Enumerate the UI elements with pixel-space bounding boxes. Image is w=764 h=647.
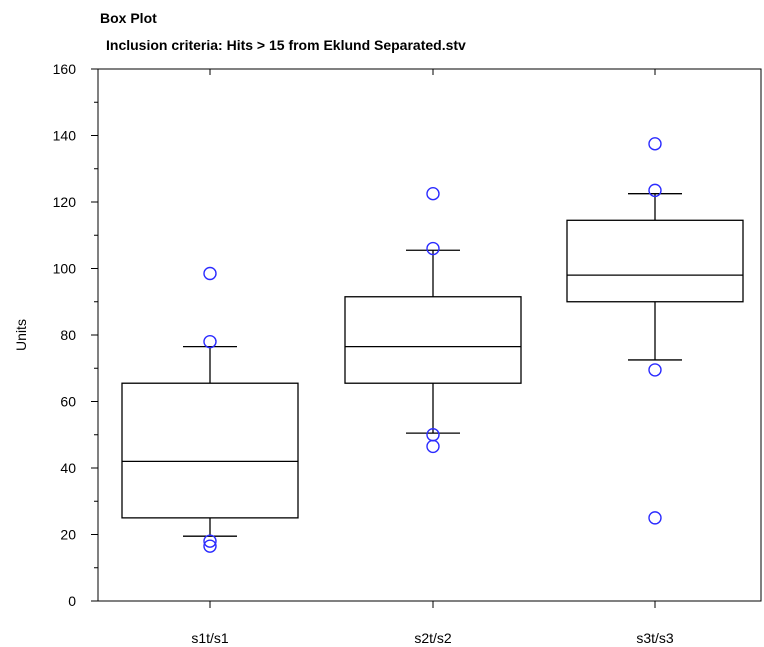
y-tick-label: 160 <box>53 61 77 77</box>
box-2 <box>344 249 522 434</box>
outlier-point <box>203 334 217 349</box>
outlier-point <box>426 428 440 442</box>
x-tick-label: s2t/s2 <box>414 630 452 646</box>
box-body <box>121 382 299 519</box>
box-1 <box>121 345 299 537</box>
outlier-point <box>648 183 662 198</box>
outlier-point <box>426 439 440 454</box>
y-axis: 0 20 40 60 80 100 120 140 160 <box>53 61 98 609</box>
box-body <box>566 219 744 303</box>
plot-frame <box>97 68 762 602</box>
outlier-point <box>426 241 440 256</box>
outlier-point <box>203 539 217 553</box>
outlier-point <box>648 511 662 525</box>
y-tick-label: 80 <box>60 327 76 343</box>
y-tick-label: 40 <box>60 460 76 476</box>
y-tick-label: 20 <box>60 527 76 543</box>
y-tick-label: 100 <box>53 261 77 277</box>
x-tick-label: s3t/s3 <box>636 630 674 646</box>
y-tick-label: 0 <box>68 593 76 609</box>
y-tick-label: 120 <box>53 194 77 210</box>
y-tick-label: 140 <box>53 128 77 144</box>
boxes <box>121 193 744 537</box>
outliers <box>203 137 662 553</box>
box-body <box>344 296 522 384</box>
outlier-point <box>648 363 662 377</box>
x-tick-label: s1t/s1 <box>191 630 229 646</box>
chart-title: Box Plot <box>100 10 157 26</box>
chart-subtitle: Inclusion criteria: Hits > 15 from Eklun… <box>106 37 466 53</box>
box-3 <box>566 193 744 361</box>
outlier-point <box>648 137 662 151</box>
y-axis-label: Units <box>13 319 29 351</box>
plot-frame-rect <box>97 68 762 602</box>
outlier-point <box>203 266 217 281</box>
x-axis: s1t/s1 s2t/s2 s3t/s3 <box>191 69 674 646</box>
outlier-point <box>203 534 217 548</box>
outlier-point <box>426 186 440 201</box>
y-tick-label: 60 <box>60 394 76 410</box>
